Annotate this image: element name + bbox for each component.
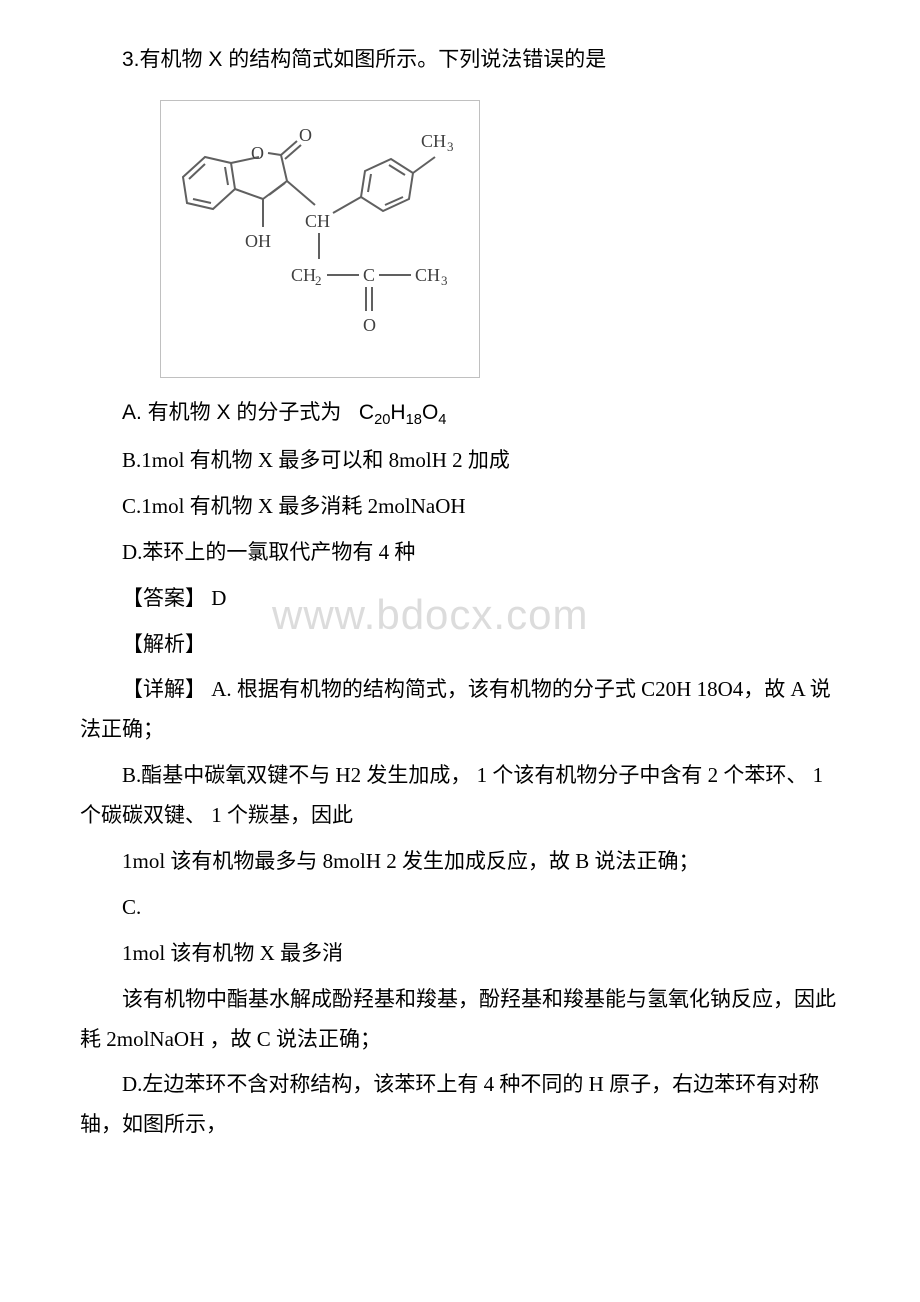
- svg-text:O: O: [251, 143, 264, 163]
- formula-c-sub: 20: [374, 412, 390, 428]
- detail-a-text: 【详解】 A. 根据有机物的结构简式，该有机物的分子式 C20H 18O4，故 …: [80, 677, 831, 741]
- formula-o: O: [422, 401, 438, 424]
- option-d: D.苯环上的一氯取代产物有 4 种: [80, 533, 840, 573]
- svg-text:CH: CH: [291, 265, 316, 285]
- svg-text:C: C: [363, 265, 375, 285]
- question-title: 3.有机物 X 的结构简式如图所示。下列说法错误的是: [80, 40, 840, 80]
- svg-text:O: O: [299, 125, 312, 145]
- formula-h: H: [390, 401, 405, 424]
- option-a-x: X: [217, 401, 231, 424]
- svg-text:3: 3: [441, 273, 448, 288]
- option-b: B.1mol 有机物 X 最多可以和 8molH 2 加成: [80, 441, 840, 481]
- answer-value: D: [211, 586, 226, 610]
- question-prefix: 有机物: [140, 48, 203, 71]
- detail-a: 【详解】 A. 根据有机物的结构简式，该有机物的分子式 C20H 18O4，故 …: [80, 670, 840, 750]
- question-text: 的结构简式如图所示。下列说法错误的是: [228, 48, 606, 71]
- svg-text:CH: CH: [421, 131, 446, 151]
- answer-line: www.bdocx.com 【答案】 D: [80, 579, 840, 619]
- detail-c3: 该有机物中酯基水解成酚羟基和羧基，酚羟基和羧基能与氢氧化钠反应，因此 耗 2mo…: [80, 980, 840, 1060]
- option-a-label: A.: [122, 401, 142, 424]
- molecule-svg: O O OH CH CH 2 C CH 3: [165, 109, 475, 369]
- detail-c1: C.: [80, 888, 840, 928]
- svg-text:O: O: [363, 315, 376, 335]
- formula-o-sub: 4: [438, 412, 446, 428]
- detail-b2: 1mol 该有机物最多与 8molH 2 发生加成反应，故 B 说法正确；: [80, 842, 840, 882]
- structure-figure: O O OH CH CH 2 C CH 3: [160, 100, 480, 378]
- svg-text:3: 3: [447, 139, 454, 154]
- svg-text:CH: CH: [305, 211, 330, 231]
- formula-h-sub: 18: [406, 412, 422, 428]
- option-a-prefix: 有机物: [142, 401, 211, 424]
- detail-d: D.左边苯环不含对称结构，该苯环上有 4 种不同的 H 原子，右边苯环有对称轴，…: [80, 1065, 840, 1145]
- detail-c2: 1mol 该有机物 X 最多消: [80, 934, 840, 974]
- question-number: 3.: [122, 48, 140, 71]
- option-c: C.1mol 有机物 X 最多消耗 2molNaOH: [80, 487, 840, 527]
- svg-text:2: 2: [315, 273, 322, 288]
- svg-text:OH: OH: [245, 231, 271, 251]
- option-a: A. 有机物 X 的分子式为 C20H18O4: [80, 393, 840, 435]
- option-a-mid: 的分子式为: [236, 401, 341, 424]
- formula-c: C: [359, 401, 374, 424]
- detail-b1: B.酯基中碳氧双键不与 H2 发生加成， 1 个该有机物分子中含有 2 个苯环、…: [80, 756, 840, 836]
- svg-text:CH: CH: [415, 265, 440, 285]
- question-subject: X: [208, 48, 222, 71]
- answer-label: 【答案】: [122, 586, 206, 610]
- explanation-title: 【解析】: [80, 625, 840, 665]
